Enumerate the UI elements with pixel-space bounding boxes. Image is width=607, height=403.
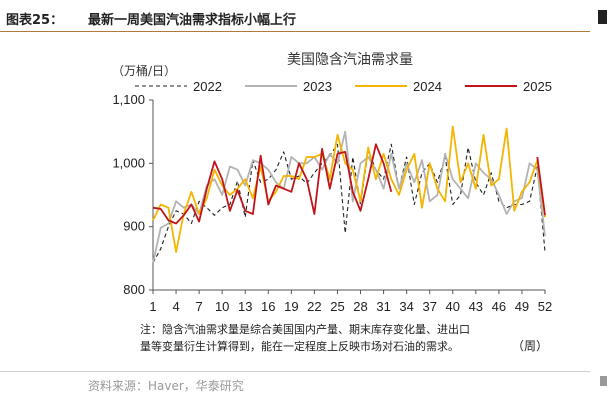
y-tick-label: 1,100 [112, 92, 145, 107]
source-text: 资料来源：Haver，华泰研究 [88, 379, 244, 393]
x-tick-label: 19 [284, 299, 298, 314]
x-tick-label: 28 [353, 299, 367, 314]
legend-label-2025: 2025 [523, 79, 552, 94]
x-axis-unit: （周） [512, 339, 548, 353]
x-tick-label: 37 [422, 299, 436, 314]
x-tick-label: 49 [515, 299, 529, 314]
chart-title: 美国隐含汽油需求量 [287, 52, 413, 68]
series-line-2024 [152, 125, 546, 253]
adjacent-page-edge [598, 10, 607, 24]
axes: 800 900 1,000 1,100 1 4 7 10 13 16 19 22 25 28 31 34 37 4… [112, 92, 552, 314]
series-line-2025 [152, 143, 393, 225]
legend-label-2024: 2024 [413, 79, 442, 94]
series-line-2022 [152, 143, 546, 264]
y-tick-label: 900 [123, 219, 145, 234]
figure-title: 最新一周美国汽油需求指标小幅上行 [88, 13, 297, 28]
adjacent-page-edge-lower [600, 376, 607, 386]
footer-rule [0, 371, 590, 372]
x-tick-label: 4 [172, 299, 179, 314]
x-tick-label: 40 [446, 299, 460, 314]
series-line-2025 [536, 156, 546, 216]
x-tick-label: 13 [238, 299, 252, 314]
x-tick-label: 31 [376, 299, 390, 314]
legend-label-2023: 2023 [303, 79, 332, 94]
x-tick-label: 10 [215, 299, 229, 314]
x-tick-label: 16 [261, 299, 275, 314]
x-tick-label: 25 [330, 299, 344, 314]
figure-number: 图表25： [6, 13, 64, 28]
x-tick-label: 34 [399, 299, 413, 314]
x-tick-label: 7 [196, 299, 203, 314]
x-tick-label: 43 [469, 299, 483, 314]
note-line-2: 量等变量衍生计算得到，能在一定程度上反映市场对石油的需求。 [140, 339, 459, 353]
x-tick-label: 1 [149, 299, 156, 314]
x-tick-label: 46 [492, 299, 506, 314]
header-rule [0, 31, 590, 32]
x-tick-label: 52 [538, 299, 552, 314]
series-group [152, 125, 546, 264]
legend: 2022 2023 2024 2025 [135, 79, 552, 94]
note-line-1: 注：隐含汽油需求量是综合美国国内产量、期末库存变化量、进出口 [140, 322, 470, 336]
y-tick-label: 1,000 [112, 155, 145, 170]
y-axis-unit: （万桶/日） [112, 63, 176, 78]
legend-label-2022: 2022 [193, 79, 222, 94]
y-tick-label: 800 [123, 282, 145, 297]
x-tick-label: 22 [307, 299, 321, 314]
